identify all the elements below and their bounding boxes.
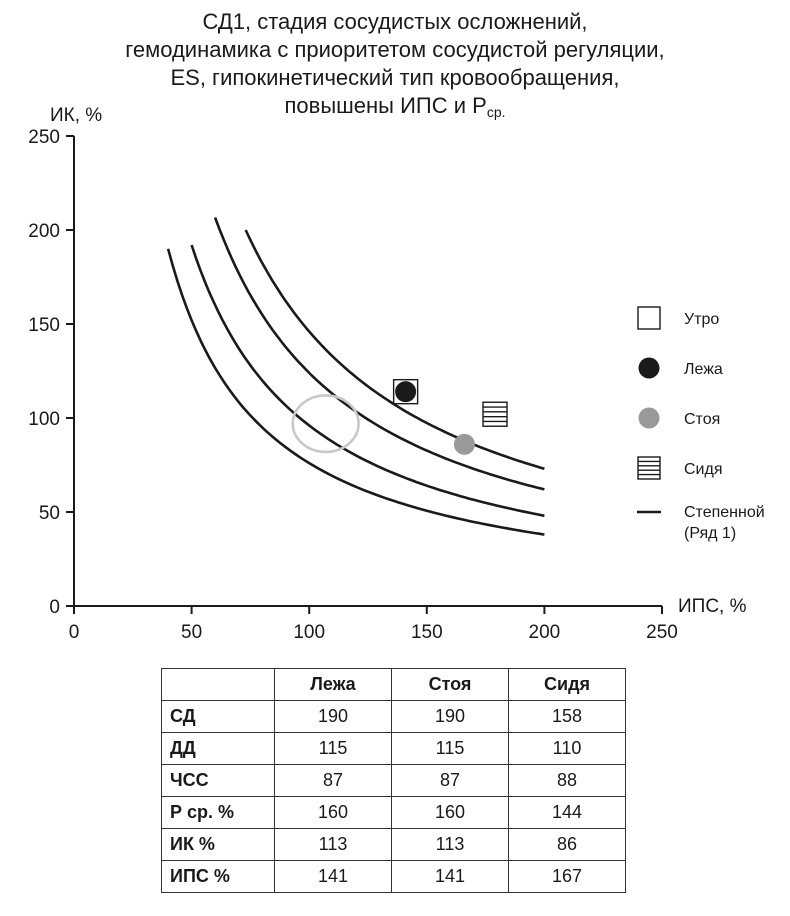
power-curve: [166, 248, 545, 536]
cell-value: 88: [508, 764, 626, 797]
table-row: ИК % 113 113 86: [161, 828, 626, 861]
legend-label: Лежа: [684, 361, 723, 378]
y-axis-title: ИК, %: [50, 105, 102, 126]
table-header-sitting: Сидя: [508, 668, 626, 701]
cell-value: 113: [391, 828, 509, 861]
table-row: Р ср. % 160 160 144: [161, 796, 626, 829]
cell-value: 167: [508, 860, 626, 893]
y-tick-label: 50: [39, 503, 60, 524]
table-row: ДД 115 115 110: [161, 732, 626, 765]
y-tick-label: 150: [28, 315, 60, 336]
cell-value: 160: [274, 796, 392, 829]
x-tick-label: 100: [293, 622, 325, 643]
y-tick-label: 100: [28, 409, 60, 430]
row-label: ДД: [161, 732, 275, 765]
row-label: ИК %: [161, 828, 275, 861]
point-standing: [453, 433, 475, 455]
cell-value: 160: [391, 796, 509, 829]
title-line-4-main: повышены ИПС и P: [284, 93, 487, 118]
table-row: ИПС % 141 141 167: [161, 860, 626, 893]
legend-marker-standing: [638, 407, 660, 429]
x-tick-label: 0: [69, 622, 80, 643]
cell-value: 141: [391, 860, 509, 893]
power-curve: [213, 217, 545, 491]
cell-value: 113: [274, 828, 392, 861]
cell-value: 190: [274, 700, 392, 733]
cell-value: 141: [274, 860, 392, 893]
row-label: ИПС %: [161, 860, 275, 893]
cell-value: 115: [391, 732, 509, 765]
cell-value: 115: [274, 732, 392, 765]
table-header-lying: Лежа: [274, 668, 392, 701]
y-tick-label: 250: [28, 127, 60, 148]
title-line-1: СД1, стадия сосудистых осложнений,: [202, 9, 588, 34]
power-curve: [244, 229, 545, 471]
legend-label: Утро: [684, 311, 719, 328]
power-curves: [166, 217, 545, 536]
title-line-2: гемодинамика с приоритетом сосудистой ре…: [125, 37, 665, 62]
legend-marker-sitting: [637, 456, 661, 480]
table-row: ЧСС 87 87 88: [161, 764, 626, 797]
row-label: СД: [161, 700, 275, 733]
point-lying: [395, 381, 417, 403]
table-row: СД 190 190 158: [161, 700, 626, 733]
legend-label: Стоя: [684, 411, 720, 428]
x-axis-title: ИПС, %: [678, 596, 747, 617]
cell-value: 87: [274, 764, 392, 797]
table-header-standing: Стоя: [391, 668, 509, 701]
x-tick-label: 150: [411, 622, 443, 643]
x-tick-label: 200: [529, 622, 561, 643]
cell-value: 87: [391, 764, 509, 797]
title-line-3: ES, гипокинетический тип кровообращения,: [170, 65, 620, 90]
legend-label: Степенной: [684, 504, 765, 521]
row-label: ЧСС: [161, 764, 275, 797]
cell-value: 110: [508, 732, 626, 765]
title-line-4: повышены ИПС и Pср.: [0, 92, 790, 126]
legend-marker-lying: [638, 357, 660, 379]
title-line-4-sub: ср.: [486, 104, 506, 120]
cell-value: 86: [508, 828, 626, 861]
legend-label: Сидя: [684, 461, 723, 478]
legend: Утро Лежа Стоя Сидя Степенной (Ряд 1): [637, 306, 765, 542]
table-header-row: Лежа Стоя Сидя: [161, 668, 626, 701]
chart-title: СД1, стадия сосудистых осложнений, гемод…: [0, 8, 790, 126]
row-label: Р ср. %: [161, 796, 275, 829]
x-tick-label: 250: [646, 622, 678, 643]
target-zone-ellipse: [291, 394, 360, 454]
cell-value: 190: [391, 700, 509, 733]
point-sitting: [482, 401, 508, 427]
x-tick-label: 50: [181, 622, 202, 643]
cell-value: 144: [508, 796, 626, 829]
cell-value: 158: [508, 700, 626, 733]
y-tick-label: 200: [28, 221, 60, 242]
y-tick-label: 0: [49, 597, 60, 618]
power-curve: [190, 244, 545, 518]
data-markers: [392, 378, 508, 455]
legend-label: (Ряд 1): [684, 525, 736, 542]
table-header-corner: [161, 668, 275, 701]
data-table: Лежа Стоя Сидя СД 190 190 158 ДД 115 115…: [161, 668, 626, 893]
legend-marker-morning: [637, 306, 661, 330]
